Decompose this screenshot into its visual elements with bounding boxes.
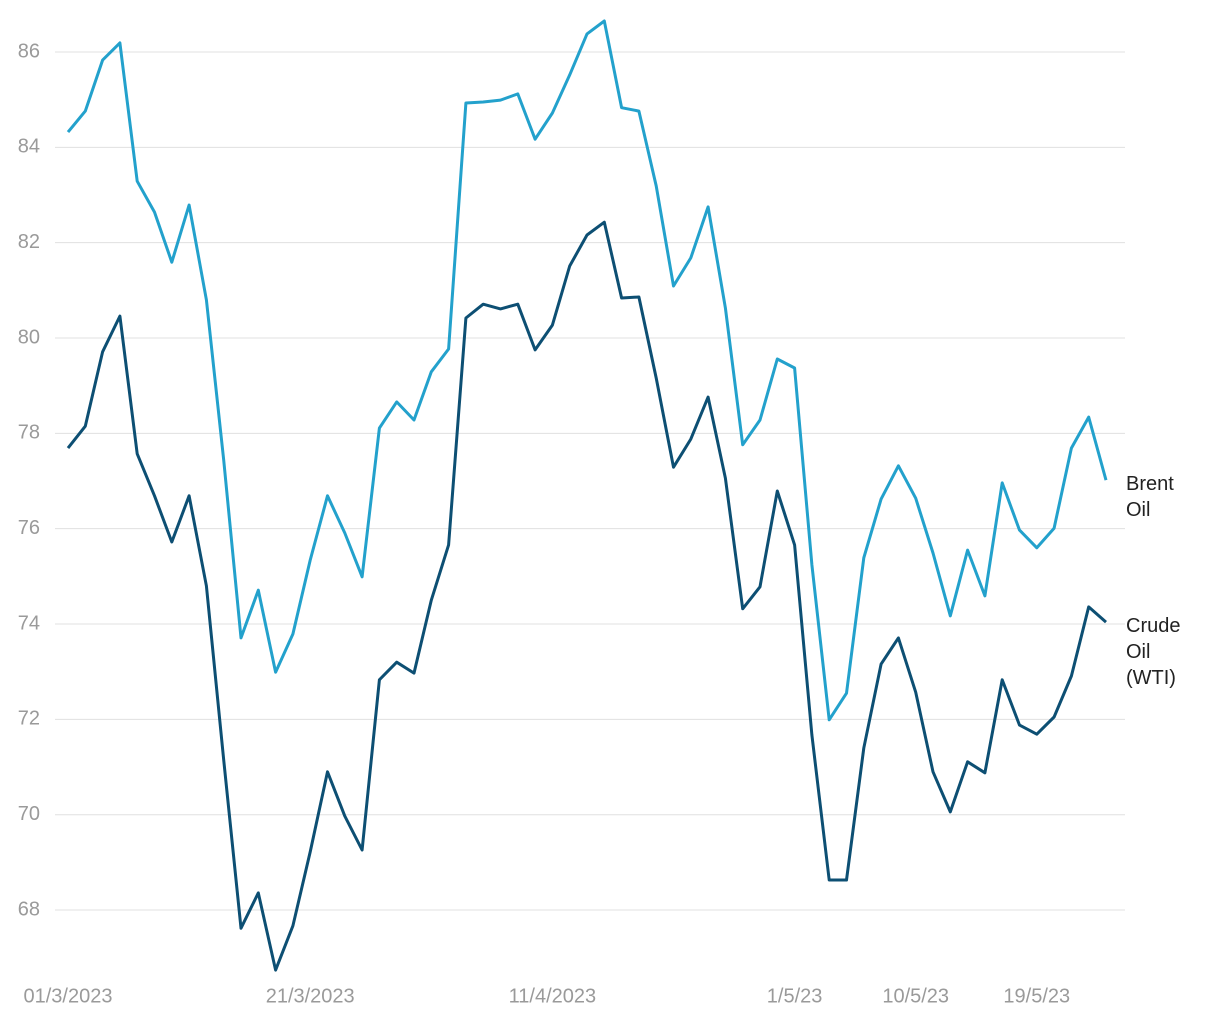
x-tick-label: 11/4/2023 [509, 985, 597, 1007]
y-tick-label: 70 [18, 803, 40, 825]
y-tick-label: 68 [18, 898, 40, 920]
x-tick-label: 19/5/23 [1003, 985, 1070, 1007]
line-series [66, 220, 1107, 972]
x-tick-label: 1/5/23 [767, 985, 823, 1007]
line-series [66, 19, 1108, 722]
y-tick-label: 74 [18, 612, 40, 634]
y-tick-label: 80 [18, 326, 40, 348]
y-tick-label: 76 [18, 517, 40, 539]
y-tick-label: 78 [18, 422, 40, 444]
series-label: Crude Oil (WTI) [1126, 615, 1181, 690]
x-tick-label: 10/5/23 [882, 985, 949, 1007]
x-tick-label: 21/3/2023 [266, 985, 355, 1007]
y-tick-label: 84 [18, 136, 40, 158]
x-tick-label: 01/3/2023 [24, 985, 113, 1007]
series-label: Brent Oil [1126, 473, 1174, 522]
y-tick-label: 82 [18, 231, 40, 253]
y-tick-label: 72 [18, 708, 40, 730]
y-tick-label: 86 [18, 40, 40, 62]
